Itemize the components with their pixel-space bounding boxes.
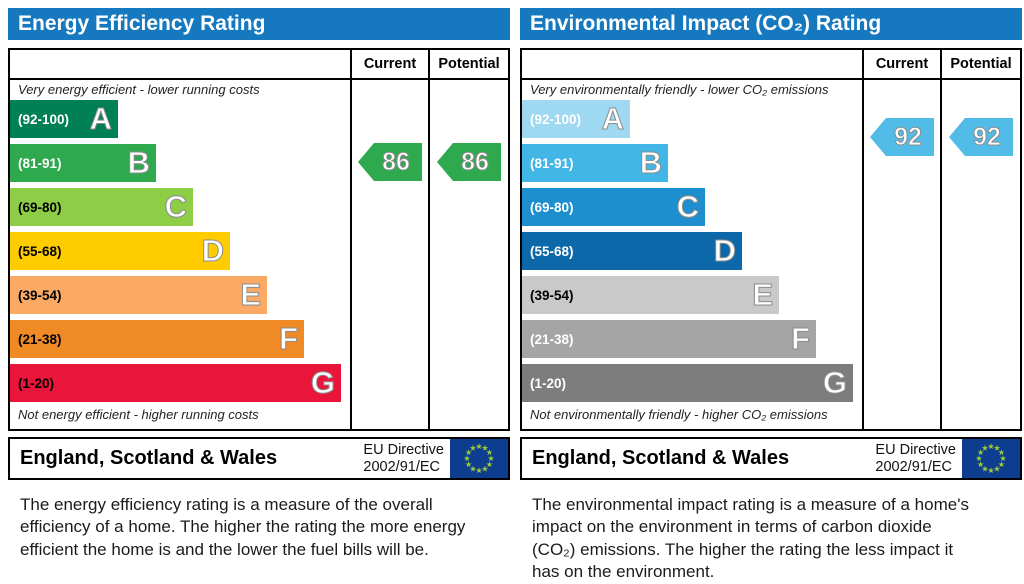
bands-area: Very environmentally friendly - lower CO… [522,80,862,429]
environmental-impact-panel: Environmental Impact (CO₂) Rating Curren… [520,8,1022,581]
band-row-d: (55-68) D [522,232,742,270]
current-value-column: 86 [350,80,428,429]
band-letter: A [89,101,112,137]
region-label: England, Scotland & Wales [20,447,278,469]
band-row-f: (21-38) F [10,320,304,358]
band-list: (92-100) A (81-91) B (69-80) C (55-68) D… [522,100,862,402]
eu-directive-line1: EU Directive [363,442,444,459]
eu-directive-label: EU Directive 2002/91/EC [875,442,956,474]
eu-flag-icon [450,439,508,478]
band-range-label: (21-38) [18,331,62,347]
eu-directive-line2: 2002/91/EC [363,458,441,475]
band-range-label: (92-100) [18,111,70,127]
band-range-label: (39-54) [530,287,574,303]
top-note: Very environmentally friendly - lower CO… [530,82,829,97]
band-row-f: (21-38) F [522,320,816,358]
potential-rating-arrow: 92 [949,118,1013,156]
band-range-label: (81-91) [530,155,574,171]
band-letter: G [310,365,335,401]
band-letter: F [791,321,811,357]
band-row-c: (69-80) C [10,188,193,226]
environmental-rating-description: The environmental impact rating is a mea… [532,495,969,582]
band-letter: G [822,365,847,401]
potential-rating-arrow: 86 [437,143,501,181]
bottom-note: Not environmentally friendly - higher CO… [530,407,828,422]
band-letter: C [676,189,699,225]
band-letter: E [752,277,774,313]
band-range-label: (81-91) [18,155,62,171]
rating-table: Current Potential Very environmentally f… [520,48,1022,431]
band-letter: E [240,277,262,313]
potential-column-header: Potential [940,50,1020,80]
eu-directive-label: EU Directive 2002/91/EC [363,442,444,474]
band-row-c: (69-80) C [522,188,705,226]
current-value-column: 92 [862,80,940,429]
band-letter: B [127,145,150,181]
band-row-e: (39-54) E [522,276,779,314]
band-row-d: (55-68) D [10,232,230,270]
energy-rating-description: The energy efficiency rating is a measur… [20,495,466,559]
jurisdiction-footer: England, Scotland & Wales EU Directive 2… [520,437,1022,480]
band-list: (92-100) A (81-91) B (69-80) C (55-68) D… [10,100,350,402]
eu-directive-line2: 2002/91/EC [875,458,953,475]
potential-value-column: 86 [428,80,508,429]
current-rating-arrow: 86 [358,143,422,181]
panel-title: Environmental Impact (CO₂) Rating [520,8,1022,40]
band-row-b: (81-91) B [522,144,668,182]
eu-directive-line1: EU Directive [875,442,956,459]
bands-area: Very energy efficient - lower running co… [10,80,350,429]
energy-efficiency-panel: Energy Efficiency Rating Current Potenti… [8,8,510,573]
table-corner-cell [10,50,350,80]
band-range-label: (55-68) [18,243,62,259]
band-letter: B [639,145,662,181]
band-range-label: (21-38) [530,331,574,347]
top-note: Very energy efficient - lower running co… [18,82,260,97]
current-column-header: Current [862,50,940,80]
band-range-label: (1-20) [18,375,55,391]
current-column-header: Current [350,50,428,80]
band-range-label: (39-54) [18,287,62,303]
potential-column-header: Potential [428,50,508,80]
band-range-label: (55-68) [530,243,574,259]
band-letter: A [601,101,624,137]
band-row-a: (92-100) A [10,100,118,138]
band-letter: C [164,189,187,225]
band-row-a: (92-100) A [522,100,630,138]
eu-flag-icon [962,439,1020,478]
band-row-e: (39-54) E [10,276,267,314]
table-corner-cell [522,50,862,80]
band-range-label: (69-80) [530,199,574,215]
current-rating-arrow: 92 [870,118,934,156]
band-range-label: (69-80) [18,199,62,215]
region-label: England, Scotland & Wales [532,447,790,469]
band-row-g: (1-20) G [10,364,341,402]
band-letter: D [201,233,224,269]
panel-title: Energy Efficiency Rating [8,8,510,40]
band-letter: F [279,321,299,357]
jurisdiction-footer: England, Scotland & Wales EU Directive 2… [8,437,510,480]
band-letter: D [713,233,736,269]
band-row-g: (1-20) G [522,364,853,402]
rating-table: Current Potential Very energy efficient … [8,48,510,431]
band-range-label: (1-20) [530,375,567,391]
bottom-note: Not energy efficient - higher running co… [18,407,259,422]
band-row-b: (81-91) B [10,144,156,182]
band-range-label: (92-100) [530,111,582,127]
potential-value-column: 92 [940,80,1020,429]
